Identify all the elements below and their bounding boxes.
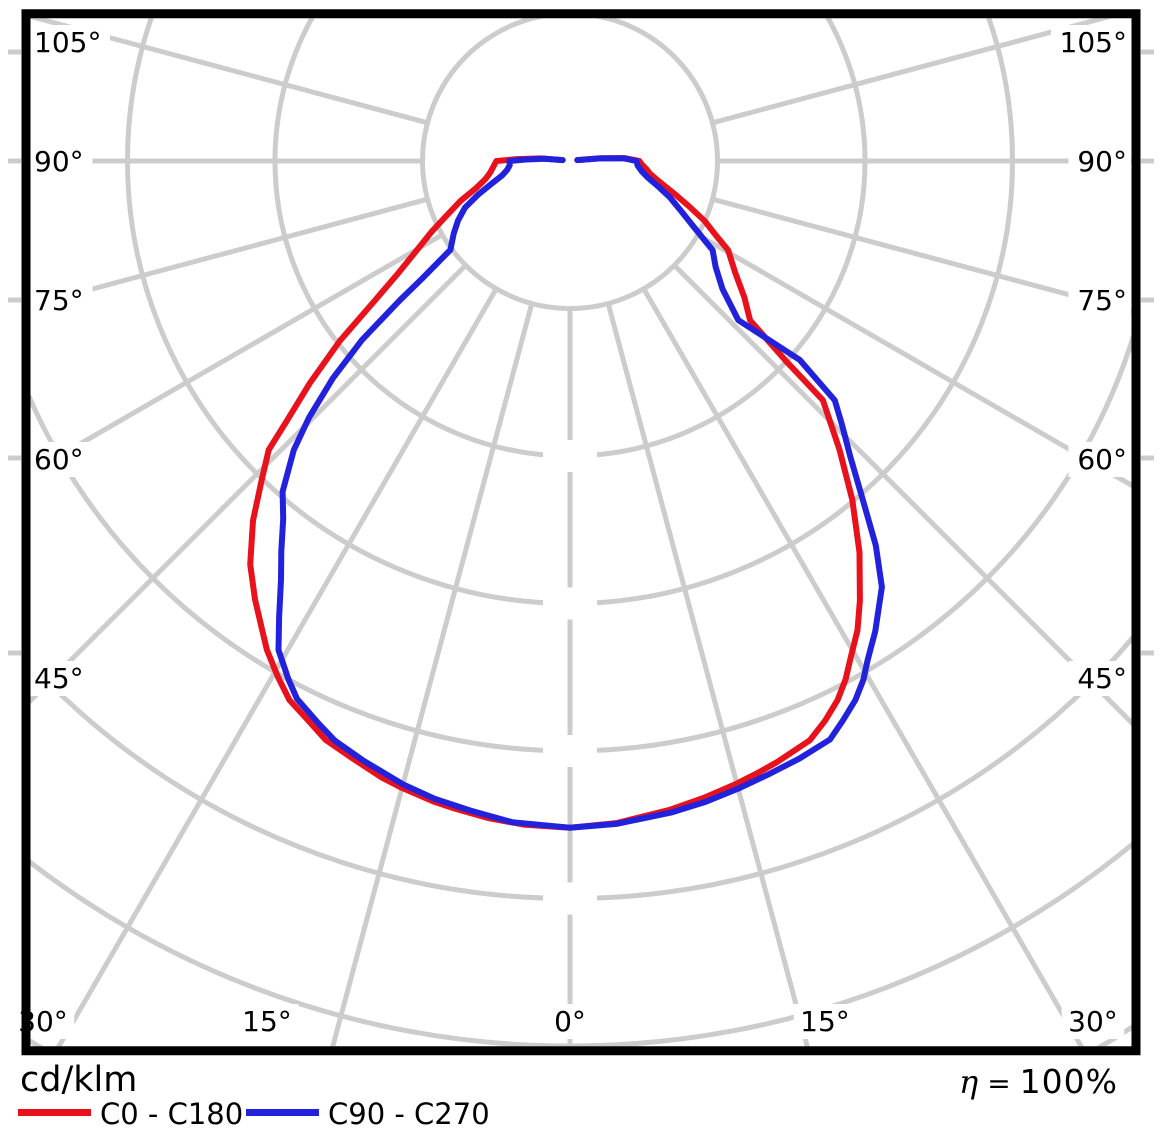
grid-ray-right-30deg <box>641 287 1084 1047</box>
angle-label-right-105°: 105° <box>1060 26 1127 59</box>
curve-c0-c180 <box>247 155 863 831</box>
legend-swatch-c90-c270 <box>246 1109 319 1116</box>
grid-ray-right-60deg <box>696 232 1132 489</box>
grid-ray-left-60deg <box>30 232 444 476</box>
axis-value-blank-1 <box>543 440 597 472</box>
angle-label-left-90°: 90° <box>34 145 84 178</box>
legend-swatch-c0-c180 <box>18 1109 91 1116</box>
angle-label-bottom-3: 15° <box>800 1005 850 1038</box>
grid-ray-left-15deg <box>330 302 535 1047</box>
angle-label-left-45°: 45° <box>34 662 84 695</box>
angle-label-right-90°: 90° <box>1077 145 1127 178</box>
grid-ray-left-105deg <box>30 18 429 126</box>
grid-ring-1 <box>420 18 720 311</box>
angle-label-right-45°: 45° <box>1077 662 1127 695</box>
angle-label-right-60°: 60° <box>1077 443 1127 476</box>
angle-label-bottom-1: 15° <box>242 1005 292 1038</box>
angle-label-left-75°: 75° <box>34 284 84 317</box>
border-tick-stubs <box>8 49 1154 656</box>
plot-border <box>21 9 1141 1056</box>
grid-ray-left-75deg <box>30 196 429 309</box>
legend-label-c90-c270: C90 - C270 <box>328 1097 490 1131</box>
efficiency-readout: η = 100% <box>959 1062 1118 1101</box>
grid-ray-right-105deg <box>711 18 1113 126</box>
grid-ray-left-30deg <box>56 287 499 1047</box>
angle-label-right-75°: 75° <box>1077 284 1127 317</box>
equals-sign: = <box>987 1067 1011 1100</box>
curve-c90-c270 <box>275 155 885 831</box>
angle-label-left-105°: 105° <box>34 26 101 59</box>
axis-value-blank-2 <box>543 587 597 620</box>
radial-unit-label: cd/klm <box>20 1060 138 1100</box>
angle-labels: 105° 90° 75° 60° 45° 105° 90° 75° 60° 45° 30° 15° 0°… <box>11 25 1131 1039</box>
axis-value-blank-3 <box>543 735 597 767</box>
eta-symbol: η <box>959 1063 979 1101</box>
axis-value-blank-4 <box>543 882 597 915</box>
legend-label-c0-c180: C0 - C180 <box>100 1097 244 1131</box>
angle-label-left-60°: 60° <box>34 443 84 476</box>
efficiency-value: 100% <box>1019 1062 1118 1101</box>
grid-ring-4 <box>30 333 1132 754</box>
grid-ray-right-75deg <box>711 196 1132 315</box>
angle-label-bottom-2: 0° <box>554 1005 586 1038</box>
grid-ray-right-15deg <box>605 302 810 1047</box>
angle-label-bottom-4: 30° <box>1068 1005 1118 1038</box>
